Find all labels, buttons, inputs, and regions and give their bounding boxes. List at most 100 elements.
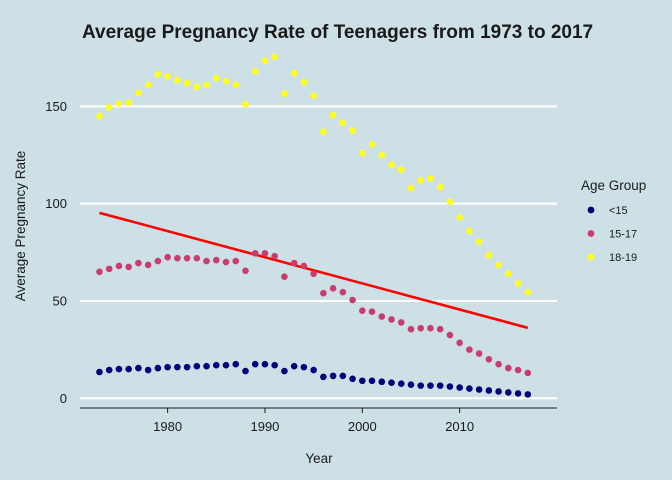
point-series-0-2014: [495, 388, 502, 395]
point-series-1-2012: [475, 350, 483, 357]
point-series-1-1984: [203, 257, 210, 265]
point-series-2-2012: [475, 238, 483, 245]
point-series-2-1981: [174, 76, 181, 84]
point-series-2-1999: [349, 127, 356, 135]
point-series-2-1983: [193, 83, 201, 91]
y-tick-label-50: 50: [53, 293, 67, 308]
point-series-1-1973: [96, 268, 103, 276]
point-series-1-1982: [183, 254, 191, 262]
point-series-0-2013: [485, 387, 493, 394]
point-series-1-1985: [212, 256, 220, 264]
series-2: [96, 53, 532, 296]
axes: 0 50 100 150 1980 1990 2000 2010: [45, 99, 557, 434]
point-series-2-1985: [212, 74, 220, 82]
point-series-0-1975: [115, 365, 123, 373]
point-series-2-2013: [485, 251, 493, 259]
point-series-0-1977: [135, 364, 142, 372]
point-series-0-2003: [388, 379, 395, 387]
legend-label-1: 15-17: [609, 229, 637, 241]
point-series-1-2007: [427, 324, 434, 332]
point-series-2-2014: [495, 261, 502, 269]
point-series-0-2001: [368, 377, 376, 385]
point-series-1-1997: [329, 285, 337, 292]
legend-title: Age Group: [581, 178, 646, 193]
series-0: [96, 360, 532, 398]
point-series-2-1975: [115, 100, 123, 107]
point-series-1-2010: [456, 339, 463, 347]
point-series-0-1982: [183, 363, 191, 371]
point-series-2-1979: [154, 70, 162, 78]
point-series-0-2004: [397, 380, 405, 387]
point-series-0-1988: [242, 367, 249, 375]
gridlines: [80, 105, 557, 400]
point-series-1-1988: [242, 267, 249, 275]
legend-key-2: [587, 253, 595, 261]
point-series-1-2004: [397, 319, 405, 326]
point-series-1-2008: [436, 325, 444, 333]
point-series-2-1984: [203, 81, 210, 89]
point-series-1-1976: [125, 263, 132, 271]
point-series-2-2007: [427, 175, 434, 182]
point-series-1-2011: [466, 346, 473, 353]
y-tick-label-100: 100: [45, 196, 67, 211]
point-series-2-1988: [242, 101, 249, 108]
point-series-1-2002: [378, 313, 386, 320]
point-series-2-2003: [388, 161, 395, 169]
point-series-0-2012: [475, 386, 483, 393]
point-series-2-1993: [290, 69, 298, 77]
point-series-1-1999: [349, 296, 356, 304]
point-series-1-1975: [115, 262, 123, 270]
point-series-1-1979: [154, 257, 162, 265]
point-series-1-1995: [310, 270, 317, 278]
point-series-0-1990: [261, 360, 269, 368]
point-series-0-1992: [281, 367, 288, 375]
point-series-1-1998: [339, 288, 347, 296]
x-tick-label-2000: 2000: [348, 419, 377, 434]
point-series-0-1997: [329, 372, 337, 380]
point-series-2-2005: [407, 184, 415, 192]
point-series-2-2011: [466, 227, 473, 235]
point-series-0-2011: [466, 385, 473, 392]
point-series-2-1989: [251, 68, 259, 75]
legend-key-1: [587, 230, 595, 237]
point-series-0-1999: [349, 375, 356, 383]
point-series-2-1997: [329, 111, 337, 119]
point-series-1-1974: [105, 265, 113, 273]
point-series-2-1991: [271, 53, 278, 61]
point-series-2-1980: [164, 72, 171, 80]
point-series-2-1976: [125, 99, 132, 106]
trend-line: [99, 211, 529, 330]
trend-line-segment: [99, 211, 529, 330]
point-series-1-2009: [446, 331, 454, 339]
point-series-0-1976: [125, 365, 132, 373]
point-series-0-1983: [193, 362, 201, 370]
point-series-0-1998: [339, 372, 347, 380]
point-series-1-1986: [222, 258, 230, 266]
point-series-1-1992: [281, 273, 288, 280]
point-series-2-2004: [397, 166, 405, 173]
point-series-0-1973: [96, 368, 103, 376]
point-series-0-2009: [446, 383, 454, 390]
point-series-2-2009: [446, 198, 454, 206]
point-series-0-1991: [271, 361, 278, 369]
point-series-1-1981: [174, 254, 181, 262]
point-series-1-2006: [417, 324, 425, 332]
x-tick-label-1990: 1990: [250, 419, 279, 434]
point-series-1-1993: [290, 259, 298, 267]
point-series-2-2002: [378, 151, 386, 159]
point-series-0-1978: [144, 366, 152, 374]
point-series-0-1986: [222, 361, 230, 369]
point-series-2-1998: [339, 119, 347, 127]
point-series-0-2008: [436, 382, 444, 389]
point-series-0-2002: [378, 378, 386, 386]
point-series-1-2001: [368, 308, 376, 315]
point-series-0-2005: [407, 381, 415, 388]
point-series-1-1990: [261, 249, 269, 257]
point-series-2-1982: [183, 79, 191, 87]
point-series-0-2016: [514, 390, 522, 397]
point-series-1-2013: [485, 356, 493, 363]
point-series-1-1977: [135, 259, 142, 267]
y-tick-label-0: 0: [60, 391, 67, 406]
point-series-2-2010: [456, 213, 463, 221]
point-series-0-1980: [164, 363, 171, 371]
